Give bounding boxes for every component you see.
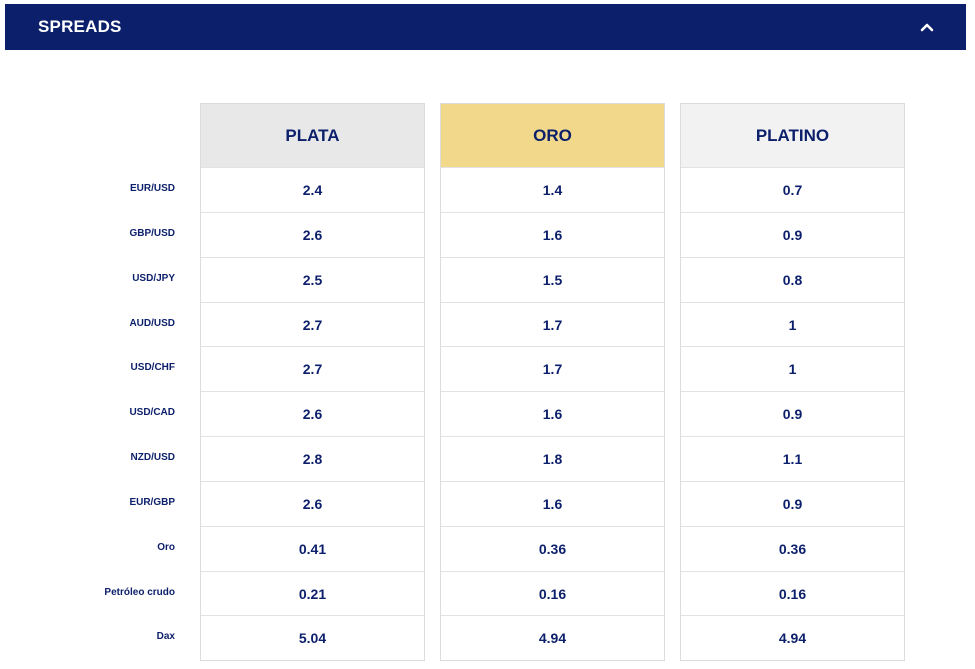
spreads-header: SPREADS	[5, 4, 966, 50]
spread-cell: 0.9	[681, 480, 904, 526]
instrument-label: EUR/GBP	[129, 496, 175, 508]
spread-cell: 1.6	[441, 211, 664, 257]
spread-cell: 0.16	[681, 570, 904, 616]
spread-cell: 0.8	[681, 256, 904, 302]
section-title: SPREADS	[38, 17, 122, 36]
instrument-label: USD/CHF	[130, 362, 175, 374]
spread-cell: 1.5	[441, 256, 664, 302]
collapse-button[interactable]	[918, 18, 936, 36]
spread-cell: 0.41	[201, 525, 424, 571]
spread-cell: 0.9	[681, 391, 904, 436]
spread-cell: 2.6	[201, 391, 424, 436]
platino-column: PLATINO 0.7 0.9 0.8 1 1 0.9 1.1 0.9 0.36…	[680, 103, 905, 662]
instrument-label: USD/JPY	[132, 272, 175, 284]
spread-cell: 1.4	[441, 167, 664, 212]
spread-cell: 2.5	[201, 256, 424, 302]
spread-cell: 1.7	[441, 301, 664, 347]
spread-cell: 2.8	[201, 436, 424, 481]
oro-column: ORO 1.4 1.6 1.5 1.7 1.7 1.6 1.8 1.6 0.36…	[440, 103, 665, 662]
spread-cell: 0.7	[681, 167, 904, 212]
spread-cell: 1.8	[441, 436, 664, 481]
platino-column-header: PLATINO	[681, 104, 904, 167]
spread-cell: 0.36	[681, 525, 904, 571]
instrument-label: GBP/USD	[129, 227, 175, 239]
spread-cell: 0.36	[441, 525, 664, 571]
instrument-label: Oro	[157, 541, 175, 553]
spread-cell: 0.21	[201, 570, 424, 616]
instrument-label: Petróleo crudo	[104, 586, 175, 598]
spread-cell: 1	[681, 301, 904, 347]
instrument-label: NZD/USD	[130, 452, 175, 464]
oro-column-header: ORO	[441, 104, 664, 167]
spread-cell: 0.9	[681, 211, 904, 257]
chevron-up-icon	[920, 23, 934, 32]
instrument-labels: EUR/USD GBP/USD USD/JPY AUD/USD USD/CHF …	[60, 167, 175, 660]
plata-column-header: PLATA	[201, 104, 424, 167]
spread-cell: 0.16	[441, 570, 664, 616]
spread-cell: 5.04	[201, 615, 424, 660]
spread-cell: 1.1	[681, 436, 904, 481]
plata-column: PLATA 2.4 2.6 2.5 2.7 2.7 2.6 2.8 2.6 0.…	[200, 103, 425, 662]
instrument-label: EUR/USD	[129, 183, 175, 194]
spread-cell: 1.7	[441, 346, 664, 391]
spread-cell: 2.4	[201, 167, 424, 212]
spread-cell: 2.6	[201, 211, 424, 257]
spread-cell: 1	[681, 346, 904, 391]
spread-cell: 4.94	[441, 615, 664, 660]
instrument-label: USD/CAD	[129, 407, 175, 419]
instrument-label: Dax	[156, 631, 175, 643]
spread-cell: 1.6	[441, 391, 664, 436]
spread-cell: 4.94	[681, 615, 904, 660]
spread-cell: 2.7	[201, 301, 424, 347]
spread-cell: 1.6	[441, 480, 664, 526]
instrument-label: AUD/USD	[129, 317, 175, 329]
spread-cell: 2.7	[201, 346, 424, 391]
spread-cell: 2.6	[201, 480, 424, 526]
